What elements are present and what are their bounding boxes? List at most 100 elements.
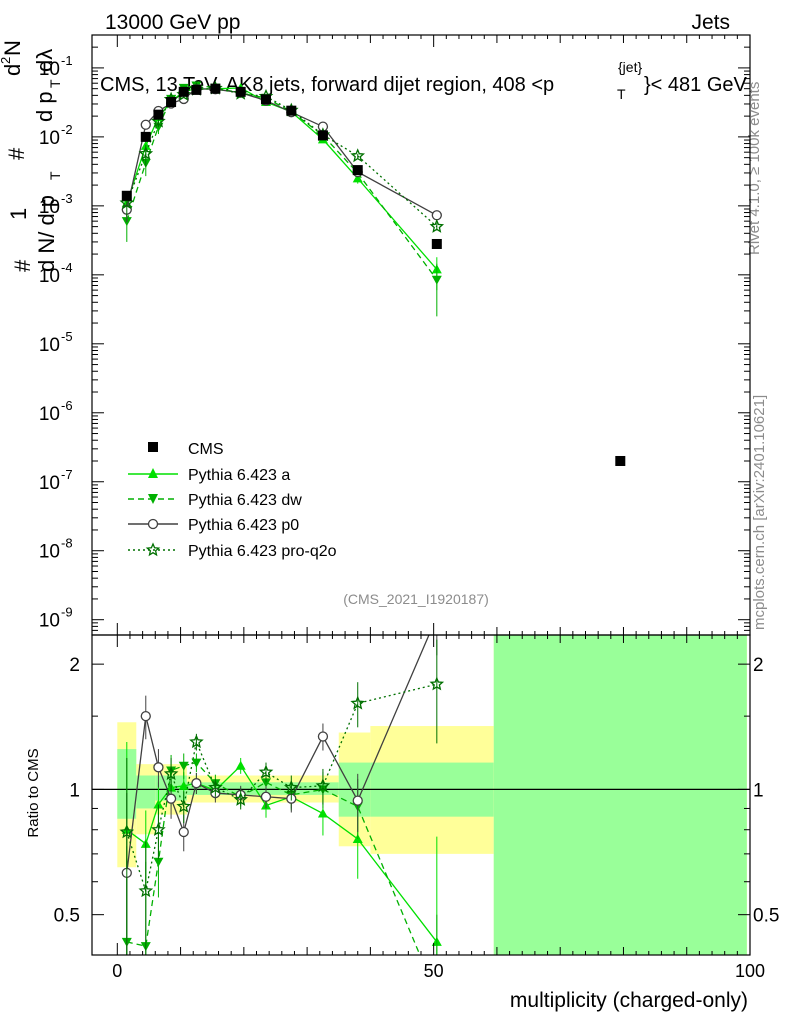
data-point-cms (210, 83, 221, 94)
data-point-cms (121, 190, 132, 201)
data-point-proq2o (119, 195, 135, 210)
data-point-dw (431, 275, 442, 285)
plot-title-end: }< 481 GeV (644, 74, 748, 96)
mcplots-label: mcplots.cern.ch [arXiv:2401.10621] (751, 395, 768, 630)
data-point-proq2o (138, 146, 154, 161)
y-tick-label: 10 (39, 611, 60, 632)
y-label-dn-dp: d N/ d p (34, 195, 59, 272)
legend: CMS Pythia 6.423 a Pythia 6.423 dw Pythi… (128, 441, 337, 560)
y-tick-label: 10 (39, 197, 60, 218)
ratio-point-a (235, 760, 246, 770)
ratio-point-p0 (140, 710, 151, 722)
ratio-point-proq2o (176, 798, 192, 813)
plot-title-subscript: T (617, 86, 626, 102)
data-point-cms (286, 105, 297, 116)
ratio-point-proq2o (151, 821, 166, 837)
ratio-y-tick-label-right: 1 (753, 780, 764, 801)
ratio-band-inner (136, 775, 156, 809)
y-label-t-2: T (47, 79, 63, 88)
ratio-point-dw (178, 761, 189, 771)
legend-label-a: Pythia 6.423 a (188, 467, 290, 484)
ratio-point-p0 (260, 791, 272, 802)
y-tick-exponent: -4 (61, 260, 73, 275)
beam-label: 13000 GeV pp (105, 11, 240, 34)
y-label-hash-1: # (10, 259, 35, 272)
ratio-point-a (317, 808, 328, 818)
ratio-point-proq2o (283, 779, 299, 794)
y-label-two: 2 (0, 57, 13, 64)
ratio-point-proq2o (350, 695, 366, 710)
ratio-point-p0 (178, 826, 189, 838)
ratio-y-tick-label-left: 1 (69, 780, 80, 801)
x-axis-label: multiplicity (charged-only) (510, 989, 748, 1012)
main-panel-marks (119, 80, 626, 466)
data-point-cms (317, 130, 328, 141)
x-tick-label: 100 (735, 961, 765, 981)
ratio-series-group (92, 635, 750, 955)
series-line-proq2o (126, 87, 438, 228)
ratio-point-p0 (317, 731, 329, 742)
ratio-point-p0 (352, 795, 363, 806)
y-tick-label: 10 (39, 335, 60, 356)
x-tick-label: 50 (424, 961, 444, 981)
data-point-cms (178, 86, 189, 97)
legend-marker-a (148, 468, 158, 478)
ratio-point-p0 (191, 778, 202, 789)
data-point-cms (615, 455, 626, 466)
ratio-point-proq2o (429, 676, 445, 691)
data-point-cms (166, 97, 177, 108)
ratio-point-p0 (153, 762, 164, 773)
ratio-y-label: Ratio to CMS (25, 748, 42, 837)
plot-title-superscript: {jet} (618, 59, 642, 75)
ratio-point-p0 (165, 793, 177, 804)
ratio-y-tick-label-left: 0.5 (54, 906, 80, 927)
analysis-id: (CMS_2021_I1920187) (343, 591, 489, 607)
ratio-band-inner (493, 635, 747, 955)
ratio-point-a (153, 799, 164, 809)
y-label-dp: d p (32, 91, 57, 122)
ratio-band-inner (186, 782, 339, 795)
legend-marker-p0 (147, 518, 159, 530)
y-label-t-1: T (47, 171, 63, 180)
ratio-point-dw (153, 857, 164, 867)
data-point-p0 (431, 210, 442, 221)
y-tick-exponent: -6 (61, 398, 73, 413)
ratio-panel-marks (92, 635, 750, 955)
ratio-point-proq2o (233, 791, 248, 806)
y-tick-label: 10 (39, 473, 60, 494)
data-point-cms (140, 131, 151, 142)
legend-label-p0: Pythia 6.423 p0 (188, 517, 299, 534)
data-point-cms (191, 84, 202, 95)
y-tick-exponent: -7 (61, 467, 73, 482)
legend-label-dw: Pythia 6.423 dw (188, 492, 302, 509)
data-point-proq2o (350, 148, 366, 163)
y-label-hash-2: # (4, 147, 29, 160)
ratio-point-proq2o (138, 883, 154, 898)
rivet-label: Rivet 4.1.0, ≥ 100k events (746, 82, 763, 255)
y-tick-label: 10 (39, 404, 60, 425)
y-tick-exponent: -1 (61, 53, 73, 68)
y-tick-exponent: -9 (61, 605, 73, 620)
y-label-dlambda: dλ (32, 49, 57, 72)
ratio-y-tick-label-right: 2 (753, 655, 764, 676)
data-point-cms (153, 109, 164, 120)
ratio-point-proq2o (258, 764, 274, 779)
y-label-one: 1 (6, 208, 31, 220)
ratio-point-proq2o (119, 824, 135, 839)
ratio-y-tick-label-right: 0.5 (753, 906, 779, 927)
data-point-proq2o (429, 218, 445, 233)
y-tick-label: 10 (39, 266, 60, 287)
y-tick-exponent: -2 (61, 122, 73, 137)
legend-label-cms: CMS (188, 441, 224, 458)
y-tick-label: 10 (39, 542, 60, 563)
data-point-cms (352, 165, 363, 176)
y-tick-label: 10 (39, 59, 60, 80)
x-tick-label: 0 (112, 961, 122, 981)
y-label-n: N (0, 40, 25, 56)
ratio-point-proq2o (163, 766, 179, 781)
data-point-cms (431, 238, 442, 249)
legend-marker-proq2o (145, 542, 161, 557)
data-point-cms (235, 86, 246, 97)
ratio-point-proq2o (208, 779, 223, 794)
